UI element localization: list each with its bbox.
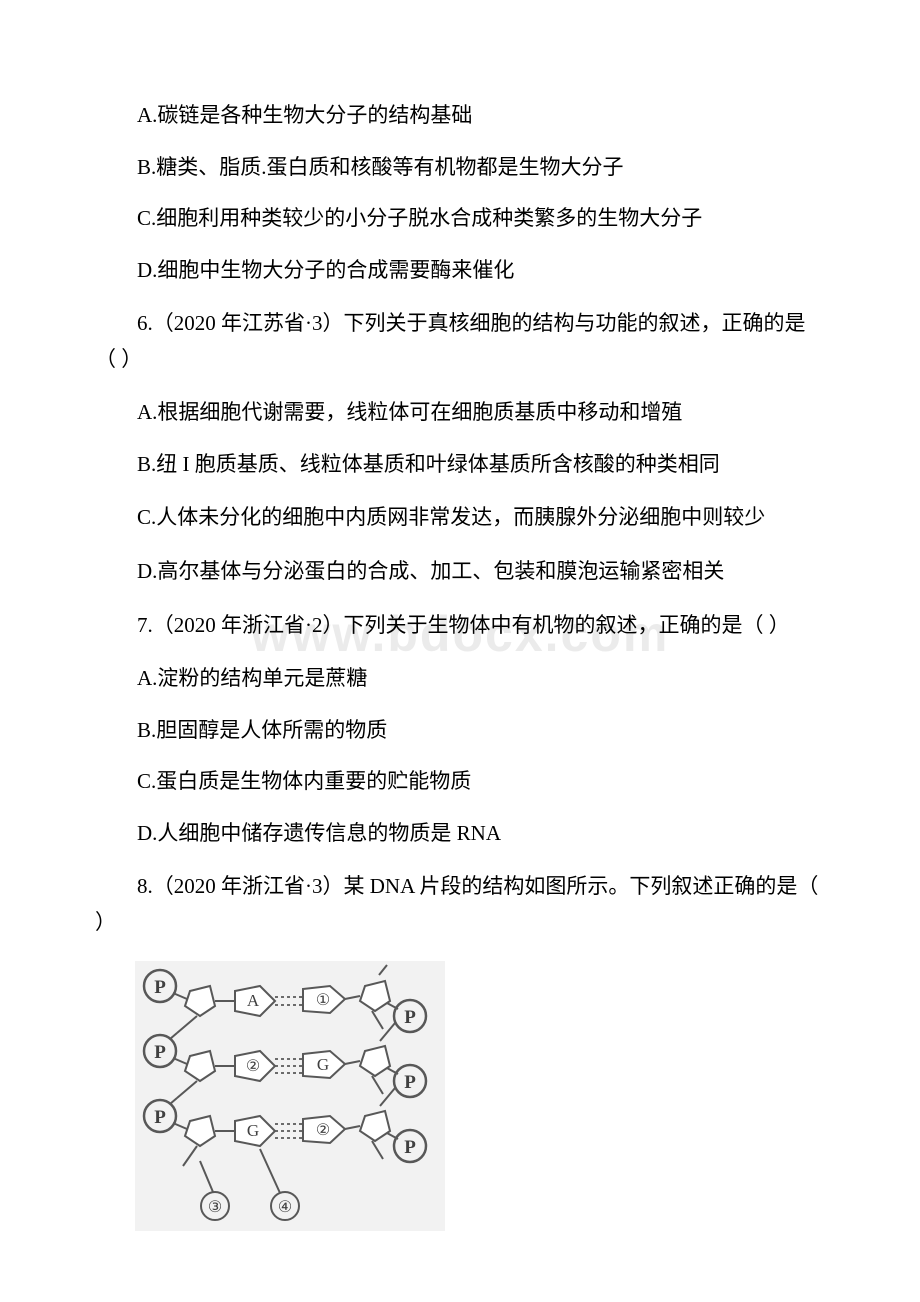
q6-option-c: C.人体未分化的细胞中内质网非常发达，而胰腺外分泌细胞中则较少 xyxy=(95,500,825,536)
svg-text:P: P xyxy=(154,1042,166,1063)
svg-text:①: ① xyxy=(316,992,330,1009)
q7-option-d: D.人细胞中储存遗传信息的物质是 RNA xyxy=(95,818,825,850)
q5-option-d: D.细胞中生物大分子的合成需要酶来催化 xyxy=(95,255,825,287)
q6-option-b: B.纽 I 胞质基质、线粒体基质和叶绿体基质所含核酸的种类相同 xyxy=(95,449,825,481)
svg-text:G: G xyxy=(247,1121,259,1140)
q7-option-c: C.蛋白质是生物体内重要的贮能物质 xyxy=(95,766,825,798)
q5-option-a: A.碳链是各种生物大分子的结构基础 xyxy=(95,100,825,132)
q7-option-b: B.胆固醇是人体所需的物质 xyxy=(95,715,825,747)
svg-text:P: P xyxy=(404,1072,416,1093)
svg-text:P: P xyxy=(154,977,166,998)
page-content: A.碳链是各种生物大分子的结构基础 B.糖类、脂质.蛋白质和核酸等有机物都是生物… xyxy=(95,100,825,1236)
svg-text:②: ② xyxy=(316,1122,330,1139)
svg-text:④: ④ xyxy=(278,1199,292,1216)
q6-option-d: D.高尔基体与分泌蛋白的合成、加工、包装和膜泡运输紧密相关 xyxy=(95,556,825,588)
q7-stem: 7.（2020 年浙江省·2）下列关于生物体中有机物的叙述，正确的是（ ） xyxy=(95,608,825,644)
svg-text:A: A xyxy=(247,991,260,1010)
svg-text:G: G xyxy=(317,1055,329,1074)
q7-option-a: A.淀粉的结构单元是蔗糖 xyxy=(95,663,825,695)
q6-stem: 6.（2020 年江苏省·3）下列关于真核细胞的结构与功能的叙述，正确的是（ ） xyxy=(95,306,825,377)
dna-diagram-container: P P P P xyxy=(135,961,825,1236)
svg-text:③: ③ xyxy=(208,1199,222,1216)
svg-text:P: P xyxy=(154,1107,166,1128)
q6-option-a: A.根据细胞代谢需要，线粒体可在细胞质基质中移动和增殖 xyxy=(95,397,825,429)
svg-text:②: ② xyxy=(246,1058,260,1075)
svg-text:P: P xyxy=(404,1007,416,1028)
q5-option-c: C.细胞利用种类较少的小分子脱水合成种类繁多的生物大分子 xyxy=(95,203,825,235)
dna-structure-diagram: P P P P xyxy=(135,961,445,1231)
q5-option-b: B.糖类、脂质.蛋白质和核酸等有机物都是生物大分子 xyxy=(95,152,825,184)
q8-stem: 8.（2020 年浙江省·3）某 DNA 片段的结构如图所示。下列叙述正确的是（… xyxy=(95,869,825,940)
svg-text:P: P xyxy=(404,1137,416,1158)
